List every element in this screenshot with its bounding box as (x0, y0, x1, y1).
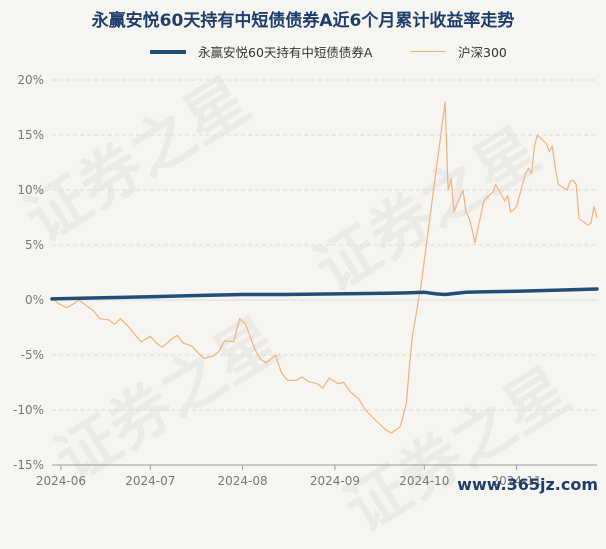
y-tick-label: 20% (17, 73, 44, 87)
legend-label-fund: 永赢安悦60天持有中短债债券A (198, 45, 373, 60)
chart-title: 永赢安悦60天持有中短债债券A近6个月累计收益率走势 (91, 11, 515, 31)
legend-item-fund[interactable]: 永赢安悦60天持有中短债债券A (150, 42, 372, 61)
legend: 永赢安悦60天持有中短债债券A 沪深300 (0, 42, 606, 62)
y-tick-label: -15% (13, 458, 44, 472)
series-group (50, 101, 599, 434)
x-tick-label: 2024-08 (218, 474, 268, 488)
grid (52, 79, 597, 466)
x-tick-label: 2024-07 (125, 474, 175, 488)
x-tick-label: 2024-06 (36, 474, 86, 488)
y-tick-label: 15% (17, 128, 44, 142)
axes: 20% 15% 10% 5% 0% -5% -10% -15% 2024-06 2024-07 20… (13, 73, 597, 488)
legend-item-index[interactable]: 沪深300 (410, 42, 507, 61)
y-tick-label: -10% (13, 403, 44, 417)
site-watermark: www.365jz.com (457, 475, 598, 494)
legend-swatch-index (410, 51, 446, 52)
x-tick-label: 2024-10 (399, 474, 449, 488)
legend-swatch-fund (150, 49, 186, 54)
legend-label-index: 沪深300 (458, 45, 507, 60)
x-tick-label: 2024-09 (310, 474, 360, 488)
series-line-index (51, 101, 598, 434)
y-tick-label: 5% (25, 238, 44, 252)
y-tick-label: 10% (17, 183, 44, 197)
x-tick-label: 2024-11 (492, 474, 542, 488)
series-line-fund (50, 287, 599, 301)
line-chart: 20% 15% 10% 5% 0% -5% -10% -15% 2024-06 2024-07 20… (13, 73, 599, 488)
y-tick-label: 0% (25, 293, 44, 307)
y-tick-label: -5% (21, 348, 44, 362)
